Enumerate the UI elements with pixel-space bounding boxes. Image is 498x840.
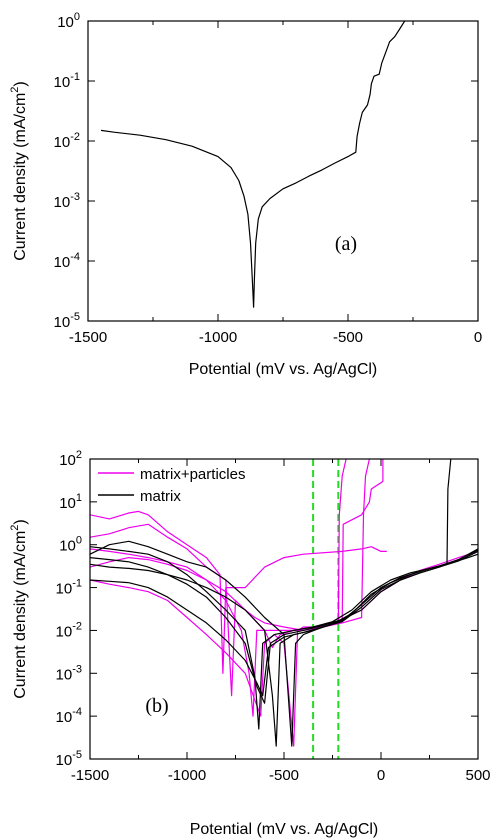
- chart-b-xlabel: Potential (mV vs. Ag/AgCl): [190, 821, 379, 838]
- chart-b-ytick-label: 10-2: [56, 620, 82, 640]
- chart-b-xtick-label: -1000: [168, 767, 206, 784]
- chart-a-ylabel: Current density (mA/cm2): [9, 81, 29, 261]
- chart-b-ytick-label: 10-3: [56, 663, 82, 683]
- chart-b-curves: [90, 459, 478, 759]
- chart-b-series-line: [90, 550, 478, 697]
- chart-b-ylabel: Current density (mA/cm2): [9, 519, 29, 699]
- chart-a-xtick-label: 0: [474, 329, 482, 346]
- chart-b-ytick-label: 100: [59, 535, 82, 555]
- chart-b-series-line: [90, 553, 478, 747]
- chart-b-ytick-label: 101: [59, 492, 82, 512]
- chart-a-xtick-label: -500: [333, 329, 363, 346]
- chart-b-series-line: [90, 459, 452, 730]
- chart-b-xtick-label: -500: [269, 767, 299, 784]
- chart-a-ylabel-sup: 2: [9, 87, 21, 93]
- chart-a-curves: [100, 21, 406, 308]
- chart-b-series-line: [90, 540, 478, 747]
- chart-b-series-line: [90, 510, 387, 674]
- chart-a-xtick-label: -1000: [199, 329, 237, 346]
- chart-b-ytick-label: 10-5: [56, 749, 82, 769]
- chart-b-ytick-label: 10-1: [56, 578, 82, 598]
- chart-a-ytick-label: 10-5: [54, 311, 80, 331]
- chart-a-ylabel-close: ): [12, 81, 29, 86]
- chart-a-series-line: [100, 21, 406, 308]
- chart-a-frame: [87, 20, 479, 322]
- legend-label-matrix-particles: matrix+particles: [140, 466, 245, 483]
- chart-b-xtick-label: 500: [465, 767, 490, 784]
- chart-b-ytick-label: 102: [59, 449, 82, 469]
- chart-a-panel-label: (a): [335, 233, 357, 255]
- chart-b-xtick-label: 0: [377, 767, 385, 784]
- chart-b-ylabel-sup: 2: [9, 525, 21, 531]
- chart-b-ylabel-close: ): [12, 519, 29, 524]
- chart-a-ytick-label: 10-3: [54, 191, 80, 211]
- chart-b-xtick-label: -1500: [71, 767, 109, 784]
- chart-b: -1500 -1000 -500 0 500 10-5 10-4 10-3 10-2 10-1 10…: [9, 449, 491, 838]
- chart-a-ytick-label: 100: [57, 11, 80, 31]
- chart-b-series-line: [90, 459, 384, 649]
- chart-a-ytick-label: 10-4: [54, 251, 80, 271]
- chart-b-legend: matrix+particles matrix: [98, 466, 245, 505]
- chart-b-ylabel-main: Current density (mA/cm: [12, 531, 29, 699]
- chart-a-ytick-label: 10-2: [54, 131, 80, 151]
- chart-a-xlabel: Potential (mV vs. Ag/AgCl): [189, 361, 378, 378]
- chart-a: -1500 -1000 -500 0 10-5 10-4 10-3 10-2 10-1 100 P…: [9, 11, 482, 378]
- chart-a-ylabel-main: Current density (mA/cm: [12, 93, 29, 261]
- chart-b-ytick-label: 10-4: [56, 706, 82, 726]
- chart-b-panel-label: (b): [145, 695, 168, 717]
- legend-label-matrix: matrix: [140, 488, 181, 505]
- chart-a-xtick-label: -1500: [69, 329, 107, 346]
- chart-a-ytick-label: 10-1: [54, 71, 80, 91]
